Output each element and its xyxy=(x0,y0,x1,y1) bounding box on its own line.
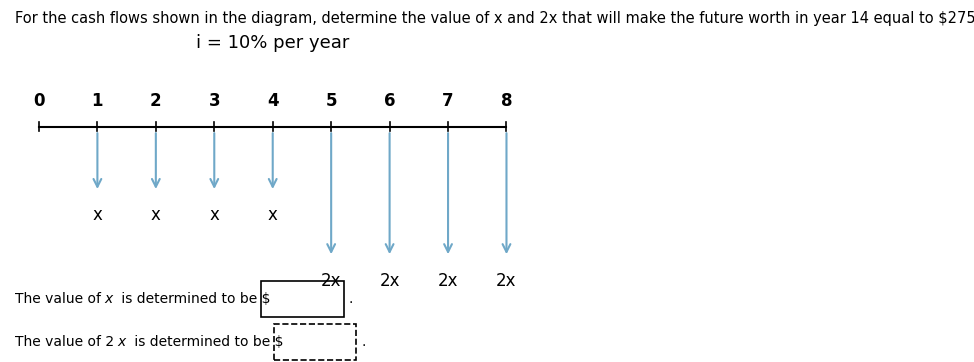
Text: x: x xyxy=(93,206,102,224)
Text: 3: 3 xyxy=(208,92,220,110)
Text: is determined to be $: is determined to be $ xyxy=(130,335,283,349)
Text: x: x xyxy=(104,292,112,306)
Text: x: x xyxy=(268,206,278,224)
Text: is determined to be $: is determined to be $ xyxy=(117,292,271,306)
Text: 2x: 2x xyxy=(379,272,400,290)
Text: .: . xyxy=(361,335,365,349)
Text: 2x: 2x xyxy=(496,272,517,290)
Text: 5: 5 xyxy=(325,92,337,110)
Text: x: x xyxy=(209,206,219,224)
Text: The value of 2: The value of 2 xyxy=(15,335,114,349)
Text: 2x: 2x xyxy=(437,272,459,290)
Text: .: . xyxy=(349,292,353,306)
Text: 1: 1 xyxy=(92,92,103,110)
Text: 6: 6 xyxy=(384,92,395,110)
Text: 0: 0 xyxy=(33,92,45,110)
Text: 7: 7 xyxy=(442,92,454,110)
Text: 4: 4 xyxy=(267,92,279,110)
Text: x: x xyxy=(151,206,161,224)
Text: x: x xyxy=(117,335,125,349)
Text: 2: 2 xyxy=(150,92,162,110)
Text: The value of: The value of xyxy=(15,292,105,306)
Text: 2x: 2x xyxy=(320,272,342,290)
Text: For the cash flows shown in the diagram, determine the value of x and 2x that wi: For the cash flows shown in the diagram,… xyxy=(15,11,974,26)
Text: i = 10% per year: i = 10% per year xyxy=(196,34,350,52)
FancyBboxPatch shape xyxy=(261,281,344,317)
FancyBboxPatch shape xyxy=(274,324,356,360)
Text: 8: 8 xyxy=(501,92,512,110)
